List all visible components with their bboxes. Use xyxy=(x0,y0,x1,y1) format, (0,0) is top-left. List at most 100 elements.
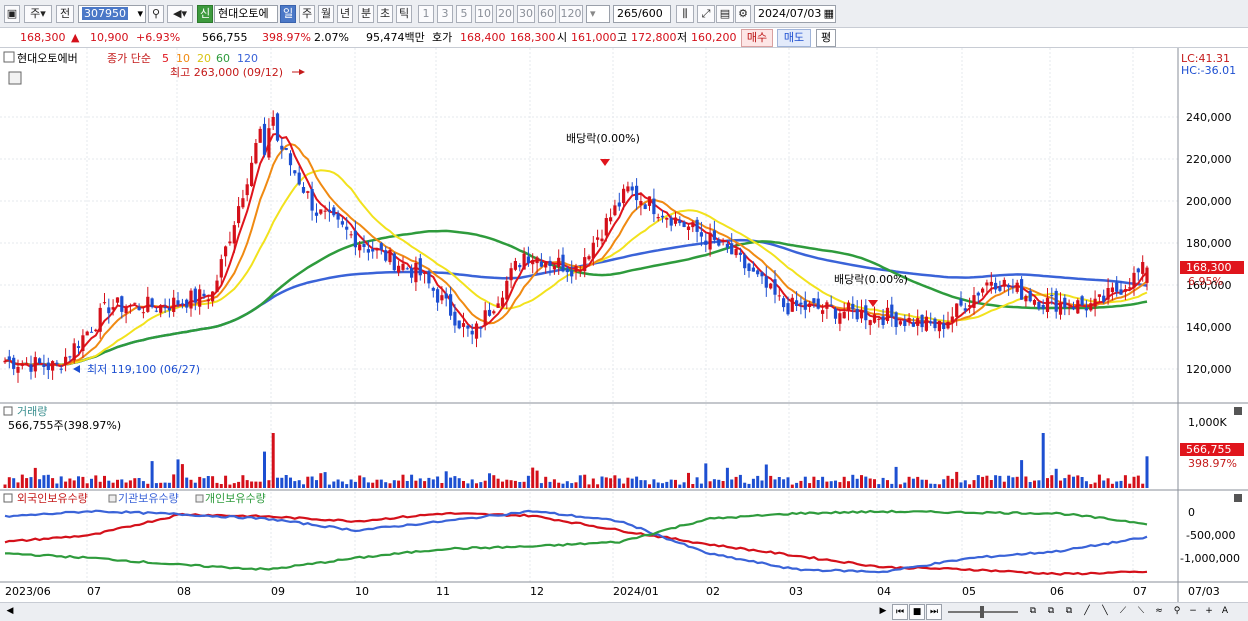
tab-minute[interactable]: 분 xyxy=(358,5,374,23)
zoom-in-icon[interactable]: + xyxy=(1205,606,1213,616)
draw-line-icon[interactable]: ≈ xyxy=(1155,606,1163,616)
volume-bar xyxy=(284,475,288,488)
tab-tick[interactable]: 틱 xyxy=(396,5,412,23)
candle-body xyxy=(1097,294,1101,297)
view-icon[interactable]: ⧉ xyxy=(1065,606,1073,616)
candle-body xyxy=(1024,295,1028,302)
volume-bar xyxy=(42,475,46,488)
interval-10[interactable]: 10 xyxy=(475,5,493,23)
speaker-icon[interactable]: ◀▾ xyxy=(167,5,193,23)
candle-body xyxy=(691,222,695,228)
candle-body xyxy=(574,265,578,272)
zoom-out-icon[interactable]: − xyxy=(1189,606,1197,616)
volume-ratio: 398.97% xyxy=(262,31,311,44)
holdings-panel-icon[interactable] xyxy=(3,493,13,503)
volume-bar xyxy=(708,481,712,488)
candle-body xyxy=(959,299,963,306)
tab-month[interactable]: 월 xyxy=(318,5,334,23)
panel-menu-icon[interactable] xyxy=(3,51,15,63)
candle-body xyxy=(1106,288,1110,300)
volume-bar xyxy=(124,482,128,488)
search-icon[interactable]: ⚲ xyxy=(1173,606,1181,616)
volume-bar xyxy=(349,479,353,488)
candle-body xyxy=(163,307,167,309)
new-badge[interactable]: 신 xyxy=(197,5,213,23)
flat-button[interactable]: 평 xyxy=(816,29,836,47)
interval-20[interactable]: 20 xyxy=(496,5,514,23)
volume-bar xyxy=(146,483,150,488)
scroll-right-icon[interactable]: ▶ xyxy=(879,606,887,616)
stock-name-field[interactable]: 현대오토에 xyxy=(214,5,278,23)
interval-custom-select[interactable]: ▾ xyxy=(586,5,610,23)
draw-line-icon[interactable]: ⟍ xyxy=(1137,606,1145,616)
view-icon[interactable]: ⧉ xyxy=(1029,606,1037,616)
volume-tag xyxy=(1180,443,1244,456)
candle-body xyxy=(751,267,755,272)
zoom-slider-thumb[interactable] xyxy=(980,606,984,618)
grid-toggle-icon[interactable] xyxy=(8,71,22,85)
save-icon[interactable]: ▤ xyxy=(716,5,734,23)
volume-bar xyxy=(829,481,833,488)
tab-second[interactable]: 초 xyxy=(377,5,393,23)
tab-week[interactable]: 주 xyxy=(299,5,315,23)
gear-icon[interactable]: ⚙ xyxy=(735,5,751,23)
draw-line-icon[interactable]: ╱ xyxy=(1084,606,1090,616)
tool-icon[interactable]: ⤢ xyxy=(697,5,715,23)
volume-bar xyxy=(154,483,158,488)
volume-bar xyxy=(994,475,998,488)
chevron-down-icon[interactable]: ▾ xyxy=(137,7,143,20)
tab-year[interactable]: 년 xyxy=(337,5,353,23)
volume-bar xyxy=(950,478,954,488)
volume-bar xyxy=(306,476,310,488)
search-icon[interactable]: ⚲ xyxy=(148,5,164,23)
first-page-icon[interactable]: ⏮ xyxy=(892,604,908,620)
scroll-bar[interactable]: ◀ ▶ ⏮ ■ ⏭ ⧉ ⧉ ⧉ ╱ ╲ ⟋ ⟍ ≈ ⚲ − + A xyxy=(0,602,1248,621)
interval-60[interactable]: 60 xyxy=(538,5,556,23)
volume-bar xyxy=(851,474,855,488)
count-field[interactable]: 265/600 xyxy=(613,5,671,23)
candle-body xyxy=(920,314,924,328)
stock-code-input[interactable]: 307950 ▾ xyxy=(78,5,146,23)
layout-icon[interactable]: ▣ xyxy=(4,5,20,23)
interval-30[interactable]: 30 xyxy=(517,5,535,23)
calendar-icon[interactable]: ▦ xyxy=(823,7,834,20)
sell-button[interactable]: 매도 xyxy=(777,29,811,47)
candle-type-icon[interactable]: ⫼ xyxy=(676,5,694,23)
candle-body xyxy=(660,215,665,218)
chart-area[interactable]: 현대오토에버 종가 단순 5 10 20 60 120 최고 263,000 (… xyxy=(0,48,1248,602)
volume-bar xyxy=(327,484,331,488)
prev-button[interactable]: 전 xyxy=(56,5,74,23)
interval-1[interactable]: 1 xyxy=(418,5,434,23)
interval-120[interactable]: 120 xyxy=(559,5,583,23)
trade-amount: 95,474백만 xyxy=(366,31,425,44)
candle-body xyxy=(578,269,582,271)
volume-panel-icon[interactable] xyxy=(3,406,13,416)
volume-bar xyxy=(687,472,690,488)
stop-icon[interactable]: ■ xyxy=(909,604,925,620)
date-value: 2024/07/03 xyxy=(758,7,822,20)
last-page-icon[interactable]: ⏭ xyxy=(926,604,942,620)
view-icon[interactable]: ⧉ xyxy=(1047,606,1055,616)
holdings-close-icon[interactable] xyxy=(1234,494,1242,502)
draw-line-icon[interactable]: ╲ xyxy=(1102,606,1108,616)
tab-day[interactable]: 일 xyxy=(280,5,296,23)
candle-body xyxy=(911,322,915,327)
volume-bar xyxy=(375,479,379,488)
candle-body xyxy=(1128,287,1132,289)
candle-body xyxy=(782,298,786,308)
volume-close-icon[interactable] xyxy=(1234,407,1242,415)
buy-button[interactable]: 매수 xyxy=(741,29,773,47)
interval-5[interactable]: 5 xyxy=(456,5,472,23)
draw-line-icon[interactable]: ⟋ xyxy=(1119,606,1127,616)
candle-body xyxy=(405,268,409,270)
volume-bar xyxy=(609,478,613,488)
scroll-left-icon[interactable]: ◀ xyxy=(6,606,14,616)
volume-bar xyxy=(1041,433,1045,488)
volume-bar xyxy=(881,477,885,488)
volume-bar xyxy=(1093,482,1097,488)
text-size-icon[interactable]: A xyxy=(1221,606,1229,616)
date-field[interactable]: 2024/07/03 ▦ xyxy=(754,5,836,23)
period-unit-select[interactable]: 주▾ xyxy=(24,5,52,23)
interval-3[interactable]: 3 xyxy=(437,5,453,23)
volume-bar xyxy=(267,480,271,488)
